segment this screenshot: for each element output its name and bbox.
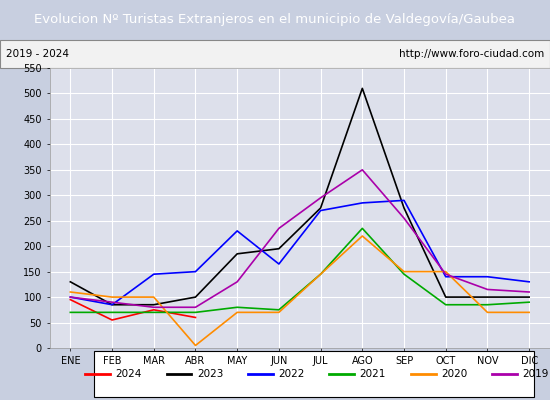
Text: 2023: 2023 <box>197 369 223 379</box>
Text: 2024: 2024 <box>116 369 142 379</box>
Text: 2019 - 2024: 2019 - 2024 <box>6 49 69 59</box>
Text: 2020: 2020 <box>441 369 468 379</box>
Text: http://www.foro-ciudad.com: http://www.foro-ciudad.com <box>399 49 544 59</box>
Text: 2021: 2021 <box>360 369 386 379</box>
Text: 2019: 2019 <box>522 369 549 379</box>
Text: 2022: 2022 <box>278 369 305 379</box>
Text: Evolucion Nº Turistas Extranjeros en el municipio de Valdegovía/Gaubea: Evolucion Nº Turistas Extranjeros en el … <box>35 14 515 26</box>
